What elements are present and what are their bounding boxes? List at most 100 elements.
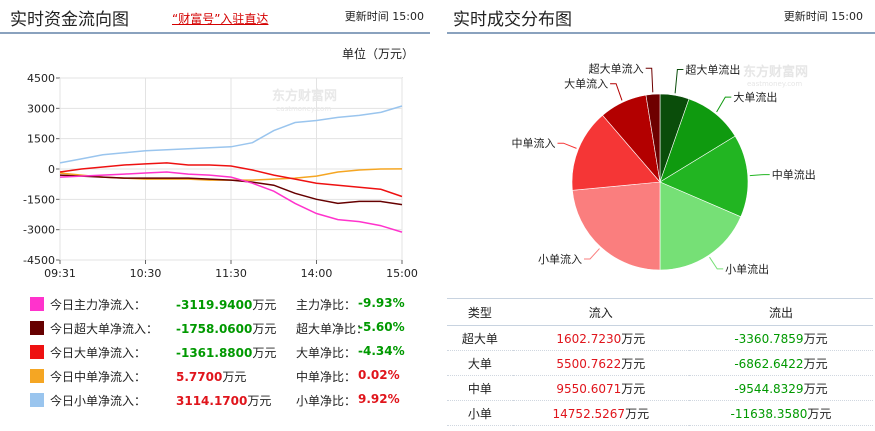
legend-ratio-value: -9.93% <box>358 296 405 310</box>
x-tick-label: 09:31 <box>44 267 76 280</box>
pie-label: 小单流入 <box>538 252 582 266</box>
legend-name: 今日中单净流入： <box>50 370 147 384</box>
pie-label: 中单流出 <box>772 168 816 182</box>
line-chart-series <box>59 105 403 233</box>
watermark-subtext: eastmoney.com <box>276 105 331 113</box>
cell-inflow: 1602.7230万元 <box>512 325 689 351</box>
line-chart-x-ticks: 09:31 10:30 11:30 14:00 15:00 <box>44 267 418 280</box>
y-tick-label: -1500 <box>23 193 55 206</box>
pie-label-line <box>716 96 732 113</box>
pie-label-line <box>557 142 577 149</box>
unit-label: 单位（万元） <box>342 46 414 61</box>
cell-type: 小单 <box>447 400 513 426</box>
legend-value: 3114.1700万元 <box>176 394 272 408</box>
y-tick-label: 3000 <box>27 102 55 115</box>
pie-label: 中单流入 <box>512 136 556 150</box>
pie-chart-watermark: 东方财富网 eastmoney.com <box>743 64 808 88</box>
legend-value: 5.7700万元 <box>176 370 247 384</box>
header-inflow: 流入 <box>512 298 689 326</box>
pie-slice <box>645 93 661 183</box>
legend-ratio-label: 超大单净比： <box>296 322 369 336</box>
pie-slices <box>571 93 749 271</box>
pie-slice <box>571 114 661 191</box>
y-tick-label: -4500 <box>23 254 55 267</box>
pie-label-line <box>645 67 654 93</box>
caifuhao-link[interactable]: “财富号”入驻直达 <box>172 12 269 26</box>
legend-ratio-label: 大单净比： <box>296 346 357 360</box>
cell-inflow: 5500.7622万元 <box>512 350 689 376</box>
table-row: 超大单 1602.7230万元 -3360.7859万元 <box>447 325 873 351</box>
legend-swatch <box>30 297 44 311</box>
y-tick-label: -3000 <box>23 224 55 237</box>
cell-outflow: -11638.3580万元 <box>688 400 873 426</box>
fund-flow-header: 实时资金流向图 “财富号”入驻直达 更新时间 15:00 <box>0 0 430 34</box>
cell-outflow: -3360.7859万元 <box>688 325 873 351</box>
legend-ratio-label: 中单净比： <box>296 370 357 384</box>
legend-ratio-value: 0.02% <box>358 368 400 382</box>
deal-distribution-update-time: 更新时间 15:00 <box>783 10 863 23</box>
series-line-3 <box>59 174 403 206</box>
pie-watermark-subtext: eastmoney.com <box>747 80 802 88</box>
pie-label-line <box>584 248 600 260</box>
cell-type: 中单 <box>447 375 513 401</box>
pie-label-line <box>749 174 770 177</box>
fund-flow-update-time: 更新时间 15:00 <box>344 10 424 23</box>
pie-label: 超大单流入 <box>589 61 644 75</box>
cell-inflow: 9550.6071万元 <box>512 375 689 401</box>
series-line-0 <box>59 105 403 164</box>
pie-label: 大单流出 <box>733 90 777 104</box>
x-tick-label: 14:00 <box>301 267 333 280</box>
pie-label: 超大单流出 <box>685 62 740 76</box>
series-line-2 <box>59 162 403 198</box>
x-tick-label: 11:30 <box>215 267 247 280</box>
legend-value: -1361.8800万元 <box>176 346 277 360</box>
y-tick-label: 0 <box>48 163 55 176</box>
legend-ratio-value: -4.34% <box>358 344 405 358</box>
y-tick-label: 1500 <box>27 133 55 146</box>
line-chart-watermark: 东方财富网 eastmoney.com <box>272 88 337 113</box>
legend-name: 今日小单净流入： <box>50 394 147 408</box>
legend-name: 今日主力净流入： <box>50 298 147 312</box>
deal-distribution-panel: 实时成交分布图 更新时间 15:00 东方财富网 eastmoney.com 超… <box>447 0 875 431</box>
table-body: 超大单 1602.7230万元 -3360.7859万元 大单 5500.7622万元 -… <box>447 325 873 426</box>
legend-swatch <box>30 345 44 359</box>
cell-type: 大单 <box>447 350 513 376</box>
x-tick-label: 15:00 <box>386 267 418 280</box>
legend-ratio-label: 小单净比： <box>296 394 357 408</box>
legend-name: 今日大单净流入： <box>50 346 147 360</box>
series-line-4 <box>59 171 403 233</box>
legend-value: -3119.9400万元 <box>176 298 277 312</box>
table-header-row: 类型 流入 流出 <box>447 298 873 326</box>
cell-inflow: 14752.5267万元 <box>512 400 689 426</box>
table-row: 中单 9550.6071万元 -9544.8329万元 <box>447 375 873 401</box>
deal-distribution-table: 类型 流入 流出 超大单 1602.7230万元 -3360.7859万元 大单 550… <box>447 298 873 426</box>
pie-label: 大单流入 <box>564 77 608 91</box>
legend-swatch <box>30 393 44 407</box>
pie-slice <box>572 181 661 271</box>
table-row: 大单 5500.7622万元 -6862.6422万元 <box>447 350 873 376</box>
line-chart-y-ticks: 4500 3000 1500 0 -1500 -3000 -4500 <box>23 72 55 267</box>
cell-type: 超大单 <box>447 325 513 351</box>
fund-flow-line-chart: 单位（万元） 4500 3000 1500 0 -1500 -3000 -4500 09:3… <box>23 46 418 280</box>
table-row: 小单 14752.5267万元 -11638.3580万元 <box>447 400 873 426</box>
pie-label-line <box>674 69 684 94</box>
header-outflow: 流出 <box>688 298 873 326</box>
fund-flow-title: 实时资金流向图 <box>10 10 129 30</box>
pie-slice <box>659 181 742 271</box>
legend-swatch <box>30 369 44 383</box>
deal-distribution-title: 实时成交分布图 <box>453 10 572 30</box>
cell-outflow: -9544.8329万元 <box>688 375 873 401</box>
pie-slice <box>659 135 749 218</box>
pie-label-line <box>709 256 724 270</box>
legend-ratio-label: 主力净比： <box>296 298 357 312</box>
cell-outflow: -6862.6422万元 <box>688 350 873 376</box>
line-chart-grid <box>56 77 403 264</box>
legend-ratio-value: 9.92% <box>358 392 400 406</box>
pie-label: 小单流出 <box>725 262 769 276</box>
pie-watermark-text: 东方财富网 <box>743 64 808 80</box>
watermark-text: 东方财富网 <box>272 88 337 104</box>
x-tick-label: 10:30 <box>130 267 162 280</box>
pie-label-line <box>610 83 623 101</box>
